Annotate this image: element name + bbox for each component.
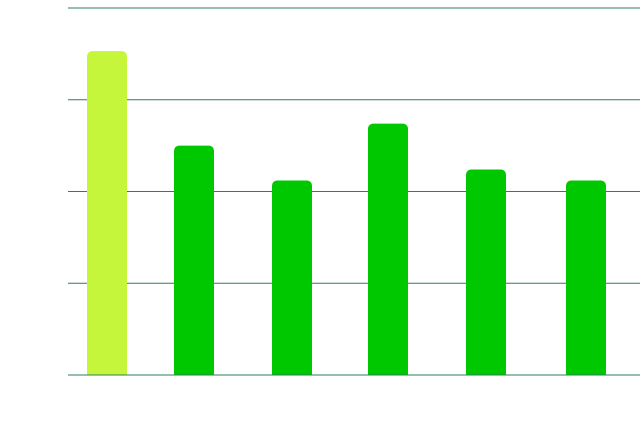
bar-base-3 [368, 369, 408, 375]
bar-3 [368, 123, 408, 375]
bar-5 [566, 180, 606, 375]
bar-base-0 [87, 369, 127, 375]
bars [68, 51, 640, 376]
gridlines [68, 7, 640, 376]
bar-base-1 [174, 369, 214, 375]
bar-base-4 [466, 369, 506, 375]
bar-base-2 [272, 369, 312, 375]
bar-2 [272, 180, 312, 375]
bar-1 [174, 145, 214, 375]
bar-base-5 [566, 369, 606, 375]
bar-0 [87, 51, 127, 376]
bar-4 [466, 169, 506, 375]
